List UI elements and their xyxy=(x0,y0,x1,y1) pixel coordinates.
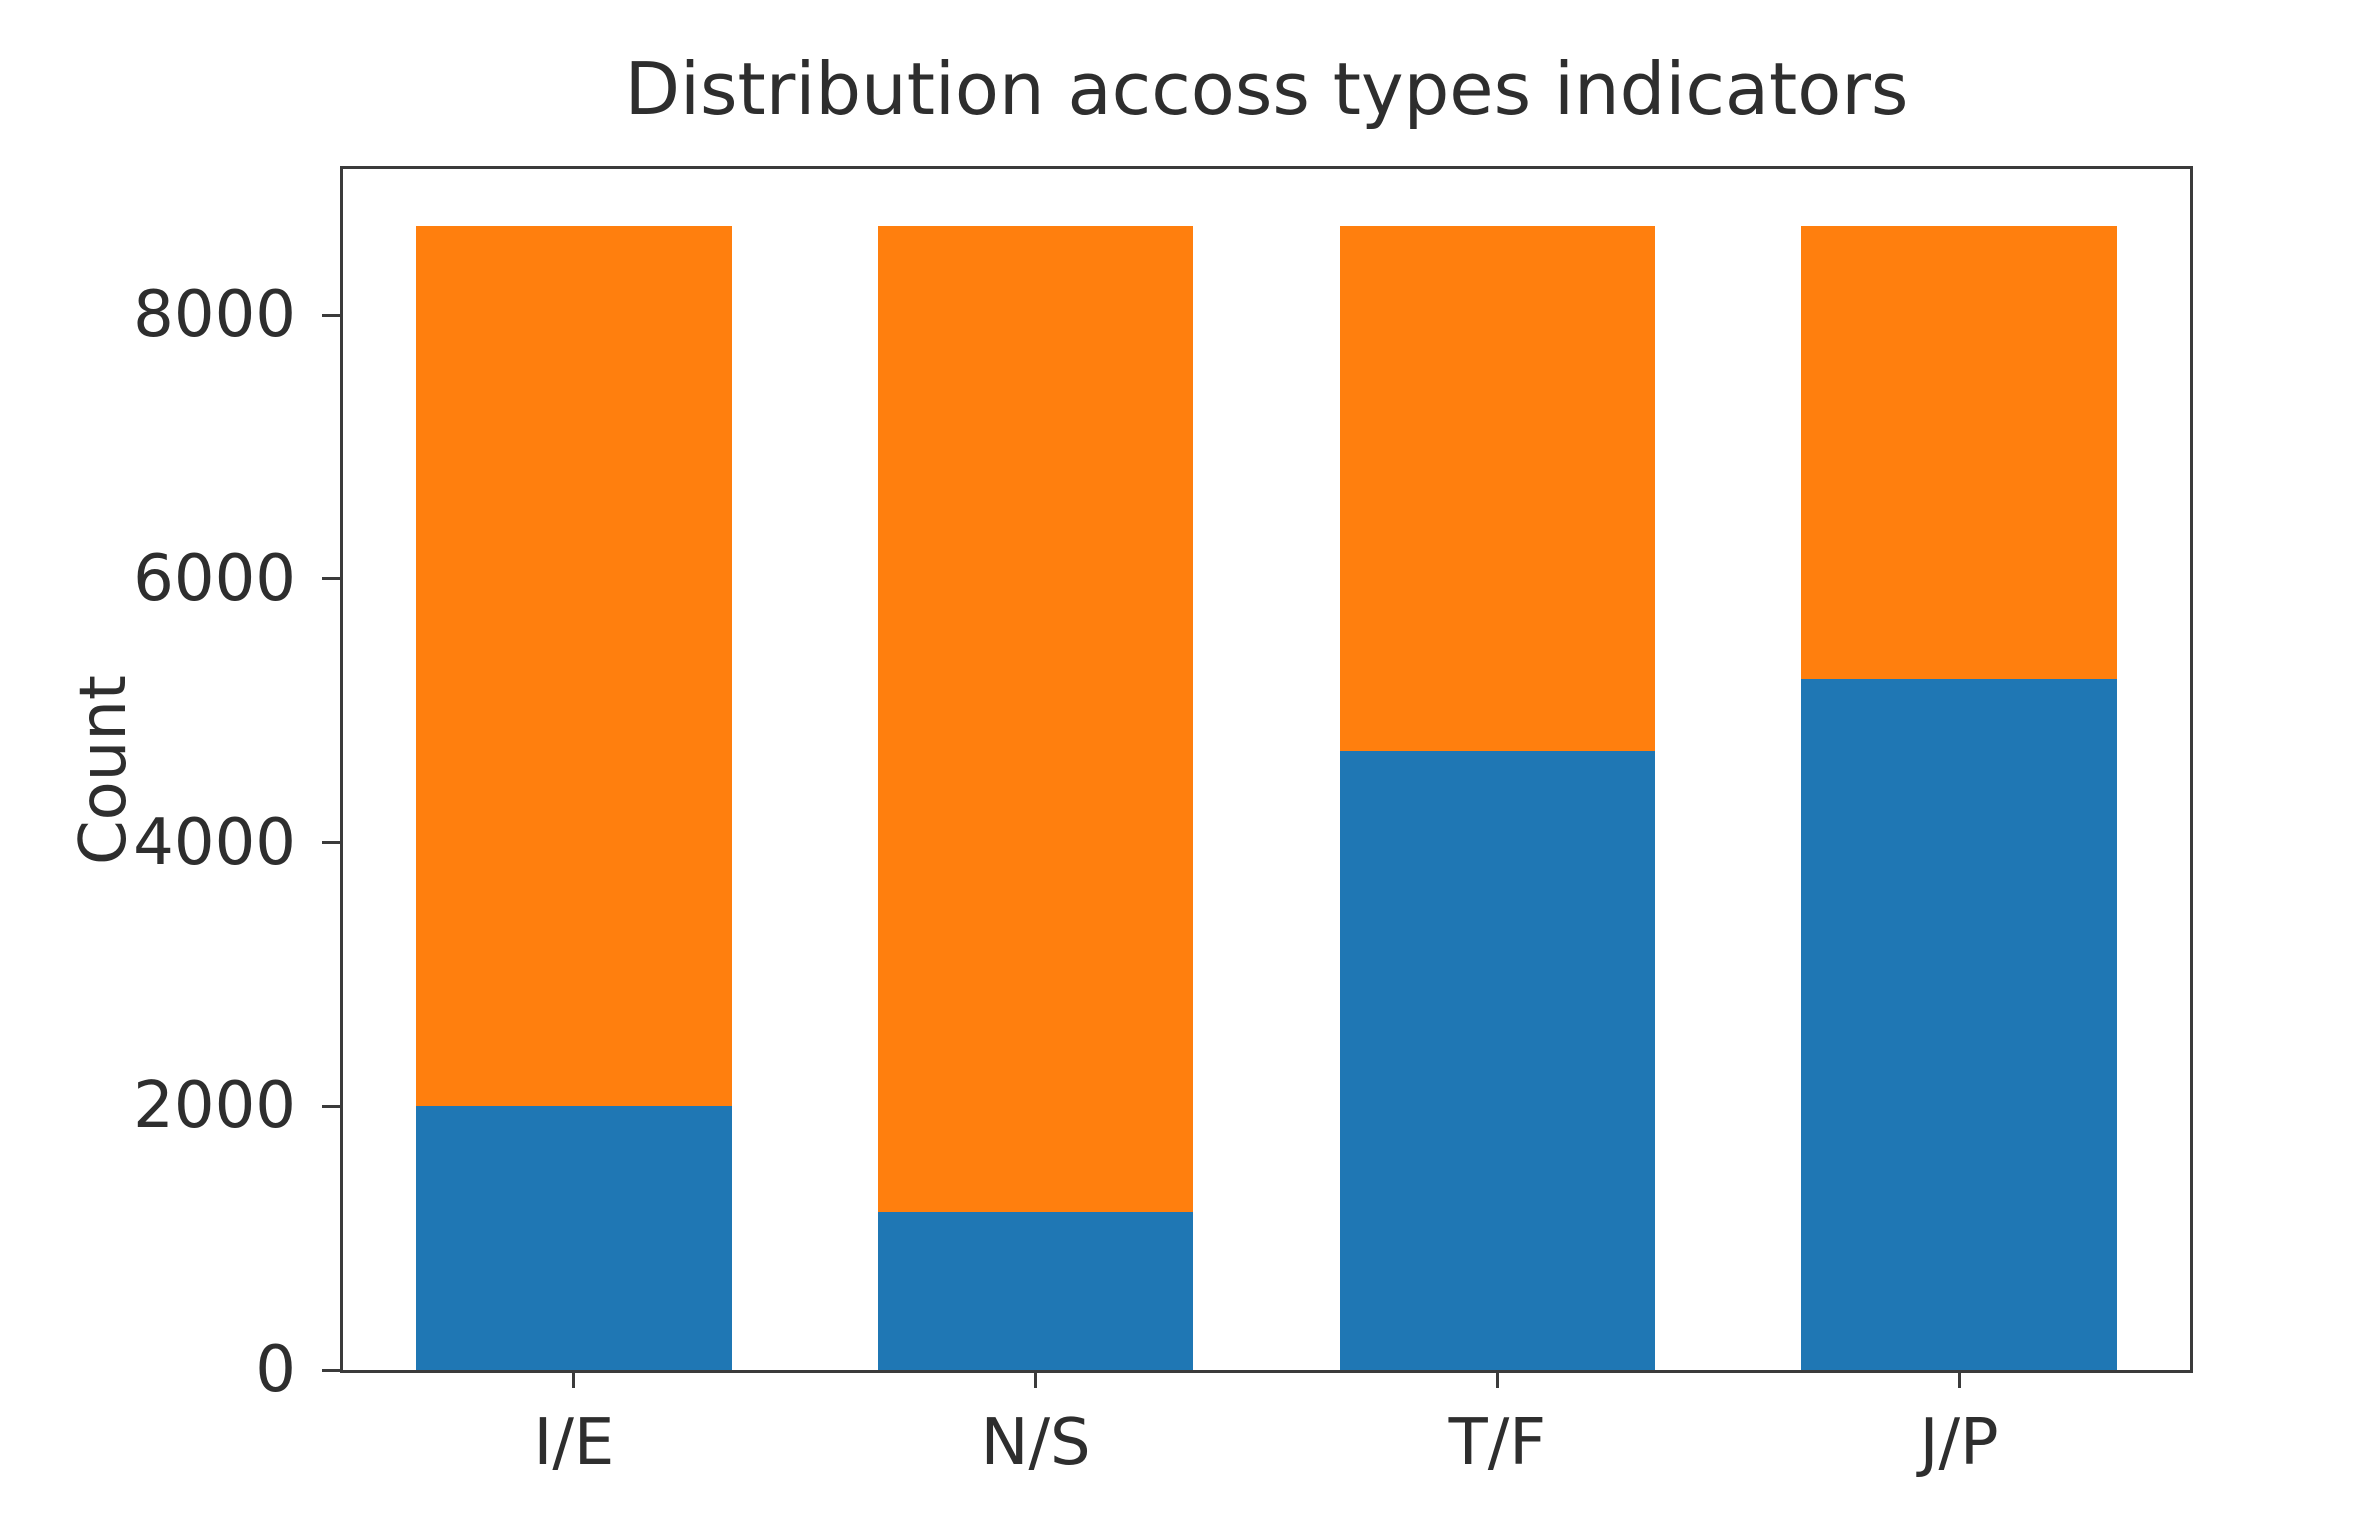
y-tick-mark xyxy=(322,1104,340,1108)
x-tick-mark xyxy=(1495,1370,1499,1388)
bar-segment-TF-blue-bottom xyxy=(1339,751,1656,1370)
x-tick-mark xyxy=(1957,1370,1961,1388)
bar-segment-TF-orange-top xyxy=(1339,226,1656,752)
y-tick-mark xyxy=(322,1368,340,1372)
bar-segment-JP-orange-top xyxy=(1801,226,2117,679)
x-tick-label: T/F xyxy=(1448,1406,1547,1480)
x-tick-label: N/S xyxy=(980,1406,1091,1480)
x-tick-label: I/E xyxy=(533,1406,615,1480)
plot-area: 0 2000 4000 6000 8000 I/E N/S T/F J/P xyxy=(133,166,2193,1480)
y-tick-label: 2000 xyxy=(133,1069,296,1144)
chart-title: Distribution accoss types indicators xyxy=(624,47,1909,131)
y-tick-label: 6000 xyxy=(133,541,296,616)
x-tick-mark xyxy=(572,1370,576,1388)
x-tick-label: J/P xyxy=(1919,1406,1999,1480)
y-tick-label: 0 xyxy=(255,1333,296,1407)
bar-segment-IE-orange-top xyxy=(416,226,732,1107)
bar-segment-IE-blue-bottom xyxy=(416,1106,732,1370)
bar-segment-JP-blue-bottom xyxy=(1801,678,2117,1370)
y-tick-label: 4000 xyxy=(133,805,296,880)
bar-segment-NS-blue-bottom xyxy=(877,1212,1194,1370)
y-tick-mark xyxy=(322,313,340,317)
bar-segment-NS-orange-top xyxy=(877,226,1194,1213)
y-tick-mark xyxy=(322,841,340,845)
y-tick-mark xyxy=(322,577,340,581)
y-tick-label: 8000 xyxy=(133,278,296,353)
x-tick-mark xyxy=(1034,1370,1038,1388)
